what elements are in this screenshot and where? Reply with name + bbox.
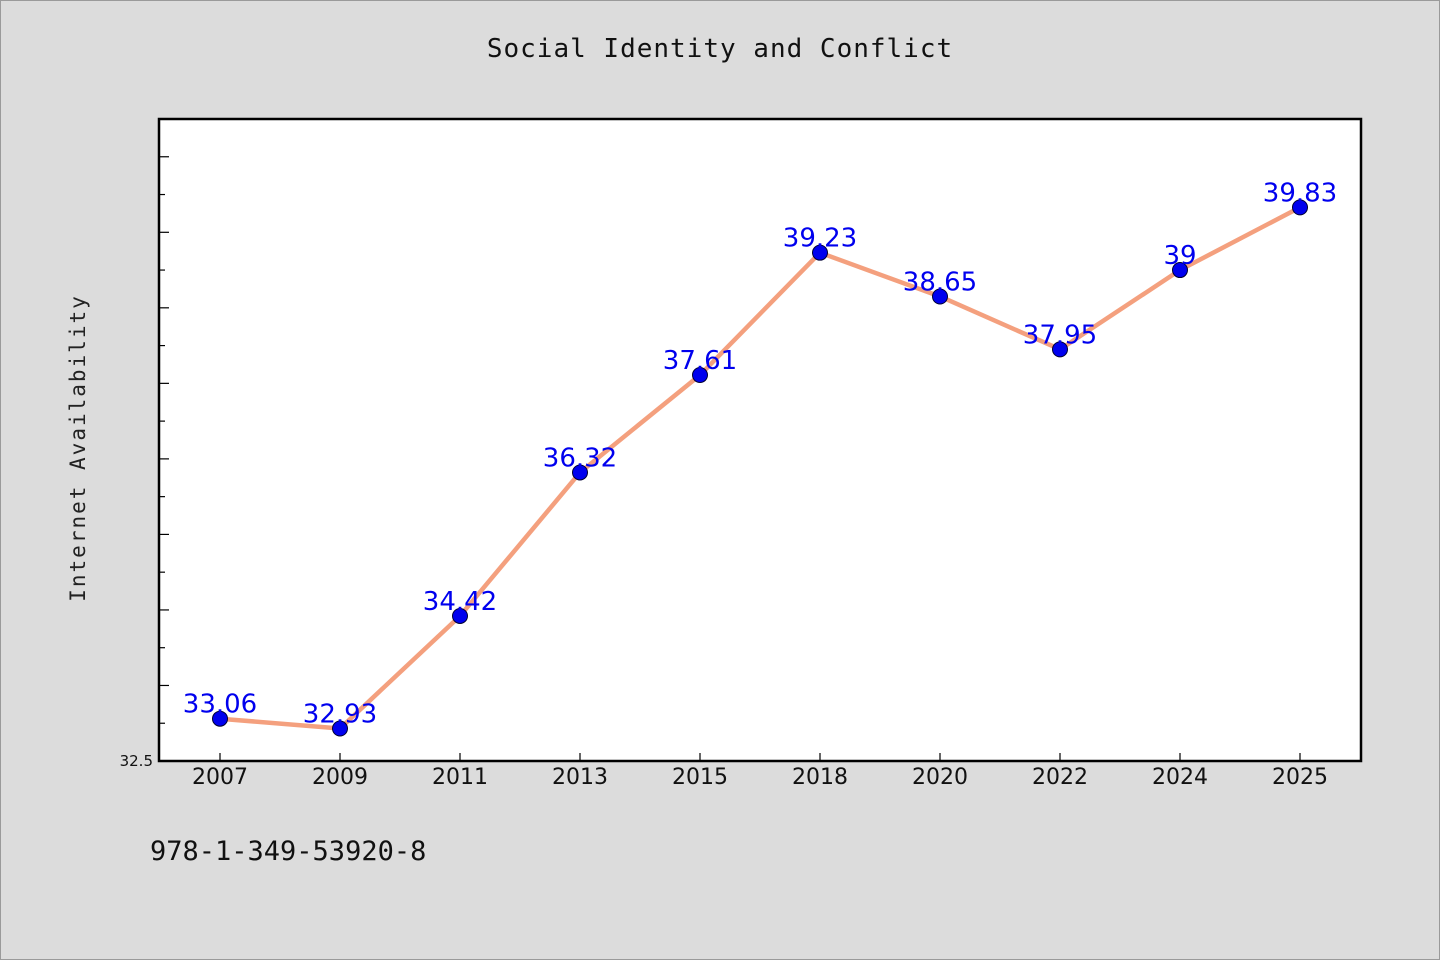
data-point [932,288,948,305]
data-label: 34.42 [423,587,497,617]
x-tick-label: 2011 [432,765,488,790]
x-tick-label: 2025 [1272,765,1328,790]
y-axis-ticks: 32.5 [120,118,169,770]
data-point [1052,341,1068,358]
data-label: 39 [1163,241,1196,271]
x-tick-label: 2024 [1152,765,1208,790]
x-tick-label: 2015 [672,765,728,790]
data-point [812,244,828,261]
chart-title: Social Identity and Conflict [486,34,954,64]
data-point [452,607,468,624]
x-tick-label: 2013 [552,765,608,790]
data-point [212,710,228,727]
series-line-group [217,205,1303,731]
data-label: 39.83 [1263,178,1337,208]
data-label: 38.65 [903,267,977,297]
x-tick-label: 2018 [792,765,848,790]
data-label: 37.95 [1023,320,1097,350]
x-tick-label: 2009 [312,765,368,790]
y-tick-label: 32.5 [120,752,153,770]
data-point [572,464,588,481]
data-point [1172,262,1188,279]
x-axis-ticks: 2007 2009 2011 2013 2015 2018 2020 2022 2024 2025 [192,753,1328,790]
data-point [332,720,348,737]
data-labels: 33.06 32.93 34.42 36.32 37.61 39.23 38.65 37.95… [183,178,1337,729]
plot-area [157,117,1363,763]
data-label: 32.93 [303,700,377,730]
x-tick-label: 2007 [192,765,248,790]
data-label: 36.32 [543,443,617,473]
data-label: 33.06 [183,690,257,720]
data-label: 39.23 [783,224,857,254]
data-point [692,367,708,384]
x-tick-label: 2020 [912,765,968,790]
x-tick-label: 2022 [1032,765,1088,790]
footnote-isbn: 978-1-349-53920-8 [150,836,427,867]
data-markers [212,199,1308,737]
data-label: 37.61 [663,346,737,376]
data-point [1292,199,1308,216]
series-line [217,205,1303,731]
